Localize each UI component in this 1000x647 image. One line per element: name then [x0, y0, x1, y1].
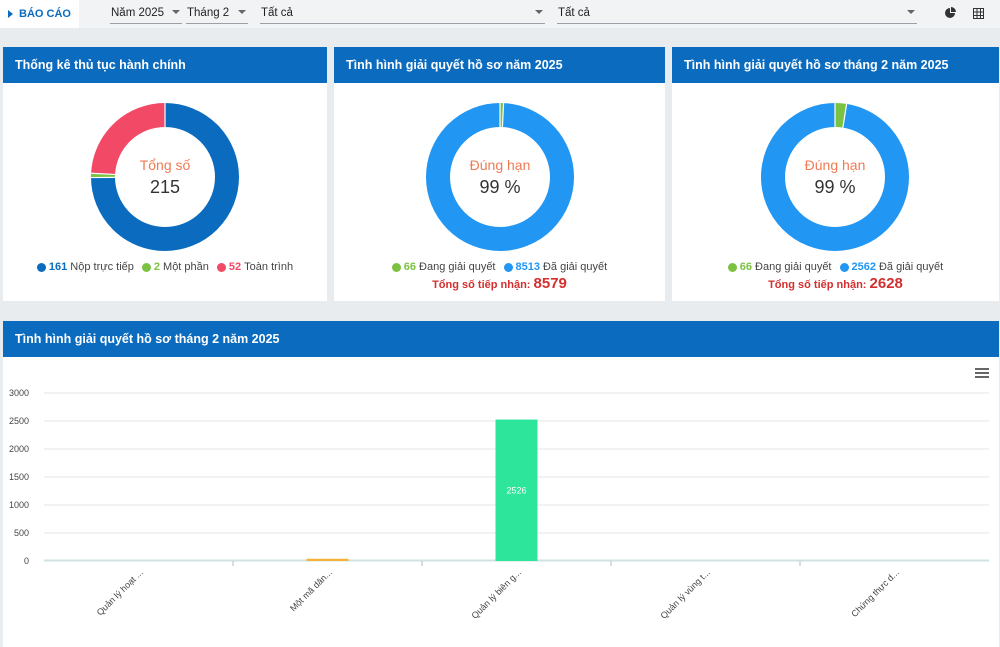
legend-value: 8513: [515, 261, 540, 273]
month-select-value: Tháng 2: [187, 6, 230, 19]
donut-center-label: Đúng hạn: [804, 156, 866, 173]
chevron-down-icon: [907, 10, 915, 14]
legend-item[interactable]: 2562 Đã giải quyết: [839, 261, 944, 273]
legend-label: Đang giải quyết: [755, 261, 832, 273]
unit-select[interactable]: Tất cả: [557, 2, 917, 24]
y-tick-label: 0: [24, 556, 29, 566]
legend-dot: [141, 262, 151, 272]
legend-dot: [391, 262, 401, 272]
legend-value: 66: [403, 261, 417, 273]
legend-value: 161: [48, 261, 68, 273]
admin-procedure-panel: Thống kê thủ tục hành chính Tổng số 215 …: [3, 47, 327, 301]
legend-item[interactable]: 66 Đang giải quyết: [391, 261, 496, 273]
chevron-down-icon: [172, 10, 180, 14]
legend-dot: [727, 262, 737, 272]
caret-right-icon: [8, 10, 13, 18]
x-category-label: Quản lý biên g...: [469, 567, 522, 620]
slice-separator: [91, 172, 116, 176]
legend-label: Một phần: [163, 261, 209, 273]
donut-legend: 161 Nộp trực tiếp 2 Một phần 52 Toàn trì…: [3, 261, 327, 273]
chevron-down-icon: [238, 10, 246, 14]
legend-dot: [503, 262, 513, 272]
x-category-label: Quản lý vùng t...: [658, 567, 711, 620]
legend-label: Đã giải quyết: [878, 261, 944, 273]
filter-bar: BÁO CÁO Năm 2025 Tháng 2 Tất cả Tất cả: [0, 0, 1000, 28]
legend-value: 66: [739, 261, 753, 273]
legend-dot: [36, 262, 46, 272]
bar[interactable]: [306, 558, 349, 561]
month-select[interactable]: Tháng 2: [186, 2, 248, 24]
yearly-donut-chart: Đúng hạn 99 %: [424, 101, 576, 253]
procedure-donut-chart: Tổng số 215: [89, 101, 241, 253]
legend-label: Nộp trực tiếp: [70, 261, 134, 273]
legend-item[interactable]: 8513 Đã giải quyết: [503, 261, 608, 273]
slice-separator: [842, 103, 848, 128]
unit-select-value: Tất cả: [558, 6, 590, 19]
legend-value: 2: [153, 261, 161, 273]
year-select[interactable]: Năm 2025: [110, 2, 182, 24]
table-grid-icon[interactable]: [970, 5, 986, 21]
panel-title: Tình hình giải quyết hồ sơ tháng 2 năm 2…: [672, 47, 999, 83]
pie-chart-icon[interactable]: [942, 5, 958, 21]
legend-item[interactable]: 161 Nộp trực tiếp: [36, 261, 134, 273]
total-received: Tổng số tiếp nhận: 2628: [672, 275, 999, 292]
year-select-value: Năm 2025: [111, 6, 165, 19]
y-tick-label: 2500: [9, 416, 29, 426]
y-tick-label: 1500: [9, 472, 29, 482]
x-category-label: Một mã dân...: [288, 567, 334, 613]
monthly-donut-chart: Đúng hạn 99 %: [759, 101, 911, 253]
total-received: Tổng số tiếp nhận: 8579: [334, 275, 665, 292]
chevron-down-icon: [535, 10, 543, 14]
bar-chart: 0 500 1000 1500 2000 2500 3000 2526 Quản lý hoạt…: [9, 388, 989, 621]
total-received-label: Tổng số tiếp nhận:: [768, 279, 867, 291]
legend-label: Đã giải quyết: [542, 261, 608, 273]
legend-label: Đang giải quyết: [419, 261, 496, 273]
donut-center-label: Tổng số: [139, 156, 191, 173]
y-tick-label: 500: [14, 528, 29, 538]
panel-title: Thống kê thủ tục hành chính: [3, 47, 327, 83]
total-received-value: 2628: [869, 275, 903, 292]
donut-center-value: 99 %: [814, 176, 856, 197]
legend-item[interactable]: 52 Toàn trình: [216, 261, 294, 273]
donut-center-label: Đúng hạn: [469, 156, 531, 173]
legend-label: Toàn trình: [244, 261, 294, 273]
slice-separator: [501, 103, 505, 128]
legend-dot: [216, 262, 226, 272]
report-tab-label: BÁO CÁO: [19, 8, 71, 20]
total-received-label: Tổng số tiếp nhận:: [432, 279, 531, 291]
monthly-dossier-panel: Tình hình giải quyết hồ sơ tháng 2 năm 2…: [672, 47, 999, 301]
total-received-value: 8579: [533, 275, 567, 292]
legend-item[interactable]: 66 Đang giải quyết: [727, 261, 832, 273]
yearly-dossier-panel: Tình hình giải quyết hồ sơ năm 2025 Đúng…: [334, 47, 665, 301]
panel-title: Tình hình giải quyết hồ sơ tháng 2 năm 2…: [3, 321, 999, 357]
legend-dot: [839, 262, 849, 272]
donut-center-value: 215: [149, 176, 181, 197]
report-tab[interactable]: BÁO CÁO: [0, 0, 79, 28]
category-select[interactable]: Tất cả: [260, 2, 545, 24]
panel-title: Tình hình giải quyết hồ sơ năm 2025: [334, 47, 665, 83]
x-category-label: Chứng thực d...: [849, 567, 901, 619]
legend-value: 52: [228, 261, 242, 273]
chart-menu-icon[interactable]: [975, 368, 989, 378]
legend-value: 2562: [851, 261, 876, 273]
monthly-bar-chart-panel: Tình hình giải quyết hồ sơ tháng 2 năm 2…: [3, 321, 999, 647]
legend-item[interactable]: 2 Một phần: [141, 261, 209, 273]
bar-data-label: 2526: [506, 485, 526, 495]
y-tick-label: 1000: [9, 500, 29, 510]
donut-legend: 66 Đang giải quyết 8513 Đã giải quyết: [334, 261, 665, 273]
bar[interactable]: [495, 419, 538, 561]
y-tick-label: 2000: [9, 444, 29, 454]
donut-legend: 66 Đang giải quyết 2562 Đã giải quyết: [672, 261, 999, 273]
donut-center-value: 99 %: [479, 176, 521, 197]
y-tick-label: 3000: [9, 388, 29, 398]
category-select-value: Tất cả: [261, 6, 293, 19]
x-category-label: Quản lý hoạt ...: [95, 567, 145, 617]
